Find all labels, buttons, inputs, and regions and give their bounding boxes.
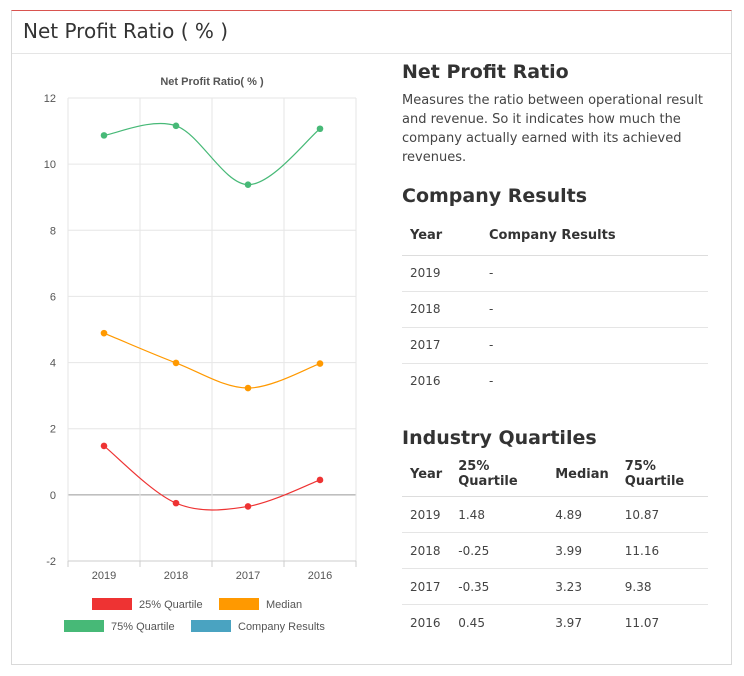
column-header: Year xyxy=(402,452,451,497)
column-header: 75% Quartile xyxy=(616,452,708,497)
legend-label: 25% Quartile xyxy=(139,599,203,611)
table-header-row: Year 25% Quartile Median 75% Quartile xyxy=(402,452,708,497)
data-point xyxy=(172,122,180,130)
table-header-row: Year Company Results xyxy=(402,217,708,256)
industry-quartiles-heading: Industry Quartiles xyxy=(402,426,597,449)
median-cell: 3.99 xyxy=(547,532,617,569)
table-row: 2018- xyxy=(402,291,708,328)
chart-title: Net Profit Ratio( % ) xyxy=(160,76,264,88)
legend-label: 75% Quartile xyxy=(111,621,175,633)
table-row: 2019- xyxy=(402,255,708,292)
q25-cell: -0.25 xyxy=(450,532,548,569)
data-point xyxy=(244,384,252,392)
y-tick-label: 12 xyxy=(44,93,56,105)
series-line-0 xyxy=(103,445,321,511)
x-tick-label: 2016 xyxy=(308,570,332,582)
company-results-heading: Company Results xyxy=(402,185,587,207)
legend-swatch xyxy=(64,620,104,632)
median-cell: 3.97 xyxy=(555,615,582,630)
y-tick-label: 10 xyxy=(44,159,56,171)
data-point xyxy=(316,476,324,484)
year-cell: 2019 xyxy=(402,496,451,533)
legend-swatch xyxy=(219,598,259,610)
q75-cell: 10.87 xyxy=(616,496,708,533)
table-row: 2016 0.45 3.97 11.07 xyxy=(402,605,708,641)
data-point xyxy=(316,125,324,133)
data-point xyxy=(100,132,108,139)
table-row: 2017 -0.35 3.23 9.38 xyxy=(402,568,708,605)
line-chart: Net Profit Ratio( % ) -2 0 2 4 6 8 10 12 2019 2018… xyxy=(44,76,357,633)
industry-quartiles-table: Year 25% Quartile Median 75% Quartile 20… xyxy=(402,452,708,641)
x-tick-label: 2018 xyxy=(164,570,188,582)
median-cell: 3.23 xyxy=(547,568,617,605)
year-cell: 2018 xyxy=(402,532,451,569)
data-point xyxy=(100,329,108,337)
year-cell: 2016 xyxy=(410,615,441,630)
title-divider xyxy=(12,53,731,54)
card-title: Net Profit Ratio ( % ) xyxy=(23,19,229,43)
x-tick-label: 2019 xyxy=(92,570,116,582)
value-cell: - xyxy=(481,255,708,292)
data-point xyxy=(316,360,324,367)
table-row: 2017- xyxy=(402,327,708,364)
data-point xyxy=(100,442,108,450)
legend-label: Median xyxy=(266,599,302,611)
value-cell: - xyxy=(489,374,494,388)
data-point xyxy=(244,503,252,510)
data-point xyxy=(172,499,180,507)
year-cell: 2016 xyxy=(410,374,441,388)
y-tick-label: -2 xyxy=(46,556,56,568)
y-tick-label: 6 xyxy=(50,291,56,303)
q75-cell: 11.16 xyxy=(616,532,708,569)
q25-cell: 1.48 xyxy=(450,496,548,533)
value-cell: - xyxy=(481,291,708,328)
q75-cell: 11.07 xyxy=(624,615,660,630)
year-cell: 2017 xyxy=(402,327,481,364)
value-cell: - xyxy=(481,327,708,364)
column-header: Year xyxy=(402,217,481,256)
y-tick-label: 8 xyxy=(50,225,56,237)
data-point xyxy=(172,359,180,367)
y-tick-label: 2 xyxy=(50,424,56,436)
net-profit-ratio-card: Net Profit Ratio ( % ) Net Profit Ratio(… xyxy=(11,10,732,665)
year-cell: 2019 xyxy=(402,255,481,292)
info-panel: Net Profit Ratio Measures the ratio betw… xyxy=(402,61,708,640)
legend-label: Company Results xyxy=(238,621,325,633)
legend-swatch xyxy=(191,620,231,632)
year-cell: 2017 xyxy=(402,568,451,605)
legend-swatch xyxy=(92,598,132,610)
median-cell: 4.89 xyxy=(547,496,617,533)
y-tick-label: 0 xyxy=(50,490,56,502)
q75-cell: 9.38 xyxy=(616,568,708,605)
year-cell: 2018 xyxy=(402,291,481,328)
table-row: 2019 1.48 4.89 10.87 xyxy=(402,496,708,533)
x-tick-label: 2017 xyxy=(236,570,260,582)
series-line-2 xyxy=(103,122,321,186)
table-row: 2016 - xyxy=(402,363,708,399)
info-heading: Net Profit Ratio xyxy=(402,61,569,83)
column-header: Company Results xyxy=(481,217,708,256)
info-description: Measures the ratio between operational r… xyxy=(402,93,703,165)
y-tick-label: 4 xyxy=(50,358,56,370)
table-row: 2018 -0.25 3.99 11.16 xyxy=(402,532,708,569)
data-point xyxy=(244,181,252,188)
q25-cell: -0.35 xyxy=(450,568,548,605)
column-header: Median xyxy=(547,452,617,497)
column-header: 25% Quartile xyxy=(450,452,548,497)
series-line-1 xyxy=(103,332,321,389)
company-results-table: Year Company Results 2019- 2018- 2017- 2… xyxy=(402,217,708,399)
q25-cell: 0.45 xyxy=(458,615,485,630)
